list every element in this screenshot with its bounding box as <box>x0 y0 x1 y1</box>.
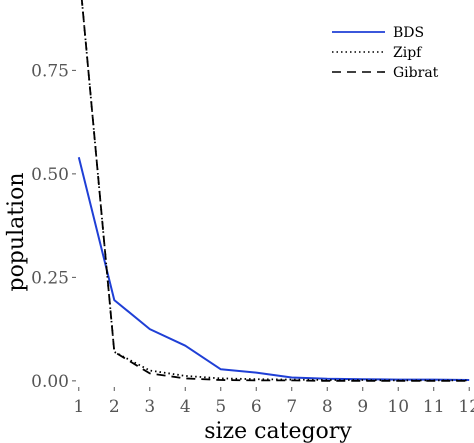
legend-label-zipf: Zipf <box>393 45 423 61</box>
legend-label-gibrat: Gibrat <box>393 65 439 81</box>
plot-lines <box>77 0 470 382</box>
y-axis-ticks: 0.00 0.25 0.50 0.75 <box>31 61 76 392</box>
x-tick-label: 4 <box>180 397 191 417</box>
x-tick-label: 12 <box>458 397 474 417</box>
x-tick-label: 3 <box>144 397 155 417</box>
x-tick-label: 6 <box>251 397 262 417</box>
legend: BDS Zipf Gibrat <box>332 25 439 81</box>
series-line-gibrat <box>80 0 470 382</box>
series-line-bds <box>77 157 470 381</box>
x-axis-title: size category <box>204 419 352 443</box>
x-tick-label: 7 <box>286 397 297 417</box>
y-tick-label: 0.50 <box>31 165 69 185</box>
y-tick-label: 0.75 <box>31 61 69 81</box>
x-tick-label: 8 <box>322 397 333 417</box>
y-tick-label: 0.00 <box>31 372 69 392</box>
y-axis-title: population <box>4 172 29 291</box>
x-tick-label: 5 <box>215 397 226 417</box>
x-tick-label: 10 <box>387 397 409 417</box>
legend-label-bds: BDS <box>393 25 424 41</box>
x-axis-ticks: 123456789101112 <box>73 387 474 417</box>
x-tick-label: 9 <box>357 397 368 417</box>
x-tick-label: 11 <box>423 397 445 417</box>
x-tick-label: 2 <box>109 397 120 417</box>
y-tick-label: 0.25 <box>31 268 69 288</box>
x-tick-label: 1 <box>73 397 84 417</box>
